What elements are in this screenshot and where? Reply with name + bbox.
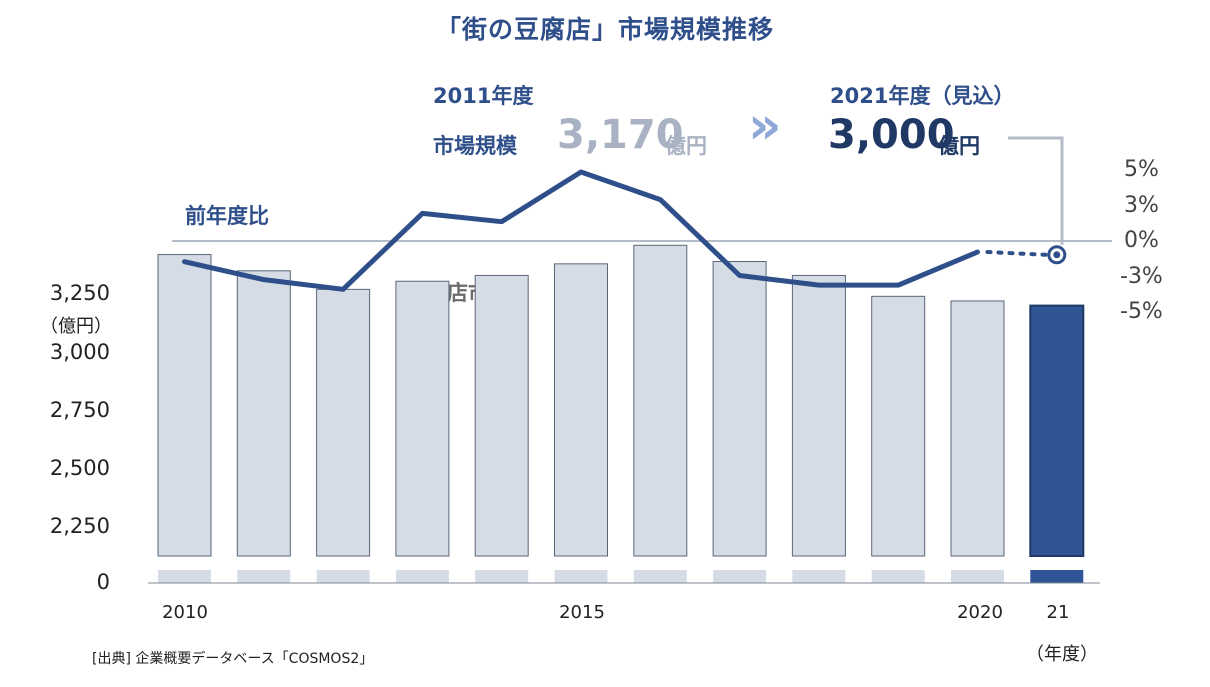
pct-tick-label: 5% (1124, 157, 1159, 182)
bar-base-segment (237, 570, 291, 583)
bar (871, 295, 926, 557)
bar (157, 254, 212, 557)
pct-tick-label: 0% (1124, 228, 1159, 253)
y-tick-label: 2,500 (49, 456, 110, 480)
callout-right-value: 3,000 (828, 112, 955, 158)
bar-base-segment (475, 570, 529, 583)
bar-base-segment (633, 570, 687, 583)
chart-title: 「街の豆腐店」市場規模推移 (435, 15, 774, 44)
y-tick-label: 3,250 (49, 281, 110, 305)
yoy-line (182, 169, 980, 292)
y-tick-label: 0 (96, 570, 110, 594)
bar (950, 300, 1005, 557)
bar (791, 274, 846, 557)
pct-tick-label: -3% (1120, 264, 1163, 289)
x-tick-label: 2020 (957, 602, 1003, 623)
bar-base-segment (554, 570, 608, 583)
bar (1029, 304, 1085, 557)
bar (633, 244, 688, 557)
projected-point-dot (1053, 251, 1061, 259)
bar (712, 261, 767, 557)
x-tick-label: 21 (1046, 602, 1070, 623)
bar (395, 280, 450, 557)
callout-right-unit: 億円 (938, 134, 980, 158)
y-tick-label: 2,750 (49, 398, 110, 422)
y-axis-unit: （億円） (40, 316, 112, 337)
bar-base-segment (871, 570, 925, 583)
bar-base-segment (316, 570, 370, 583)
callout-left-value: 3,170 (557, 112, 684, 158)
callout-left-year: 2011年度 (433, 84, 534, 108)
bar-base-segment (158, 570, 211, 583)
source-note: [出典] 企業概要データベース「COSMOS2」 (92, 651, 374, 667)
pct-tick-label: -5% (1120, 299, 1163, 324)
line-series-label: 前年度比 (185, 204, 269, 228)
x-tick-label: 2015 (559, 602, 605, 623)
bar-base-segment (951, 570, 1004, 583)
y-tick-label: 3,000 (49, 340, 110, 364)
bar-base-segment (792, 570, 846, 583)
yoy-projected-segment (985, 250, 1049, 257)
bar (474, 274, 529, 557)
pct-tick-label: 3% (1124, 193, 1159, 218)
bar-base-segment (1030, 570, 1084, 583)
callout-left-label: 市場規模 (433, 134, 517, 158)
bar (236, 270, 291, 557)
bar (316, 288, 371, 557)
y-tick-label: 2,250 (49, 514, 110, 538)
x-tick-label: 2010 (162, 602, 208, 623)
callout-right-year: 2021年度（見込） (830, 84, 1015, 108)
bar (554, 263, 608, 557)
bar-base-segment (713, 570, 767, 583)
callout-left-unit: 億円 (665, 134, 707, 158)
bar-base-segment (395, 570, 449, 583)
callout-connector (1008, 136, 1064, 245)
x-axis-unit: （年度） (1026, 644, 1098, 665)
